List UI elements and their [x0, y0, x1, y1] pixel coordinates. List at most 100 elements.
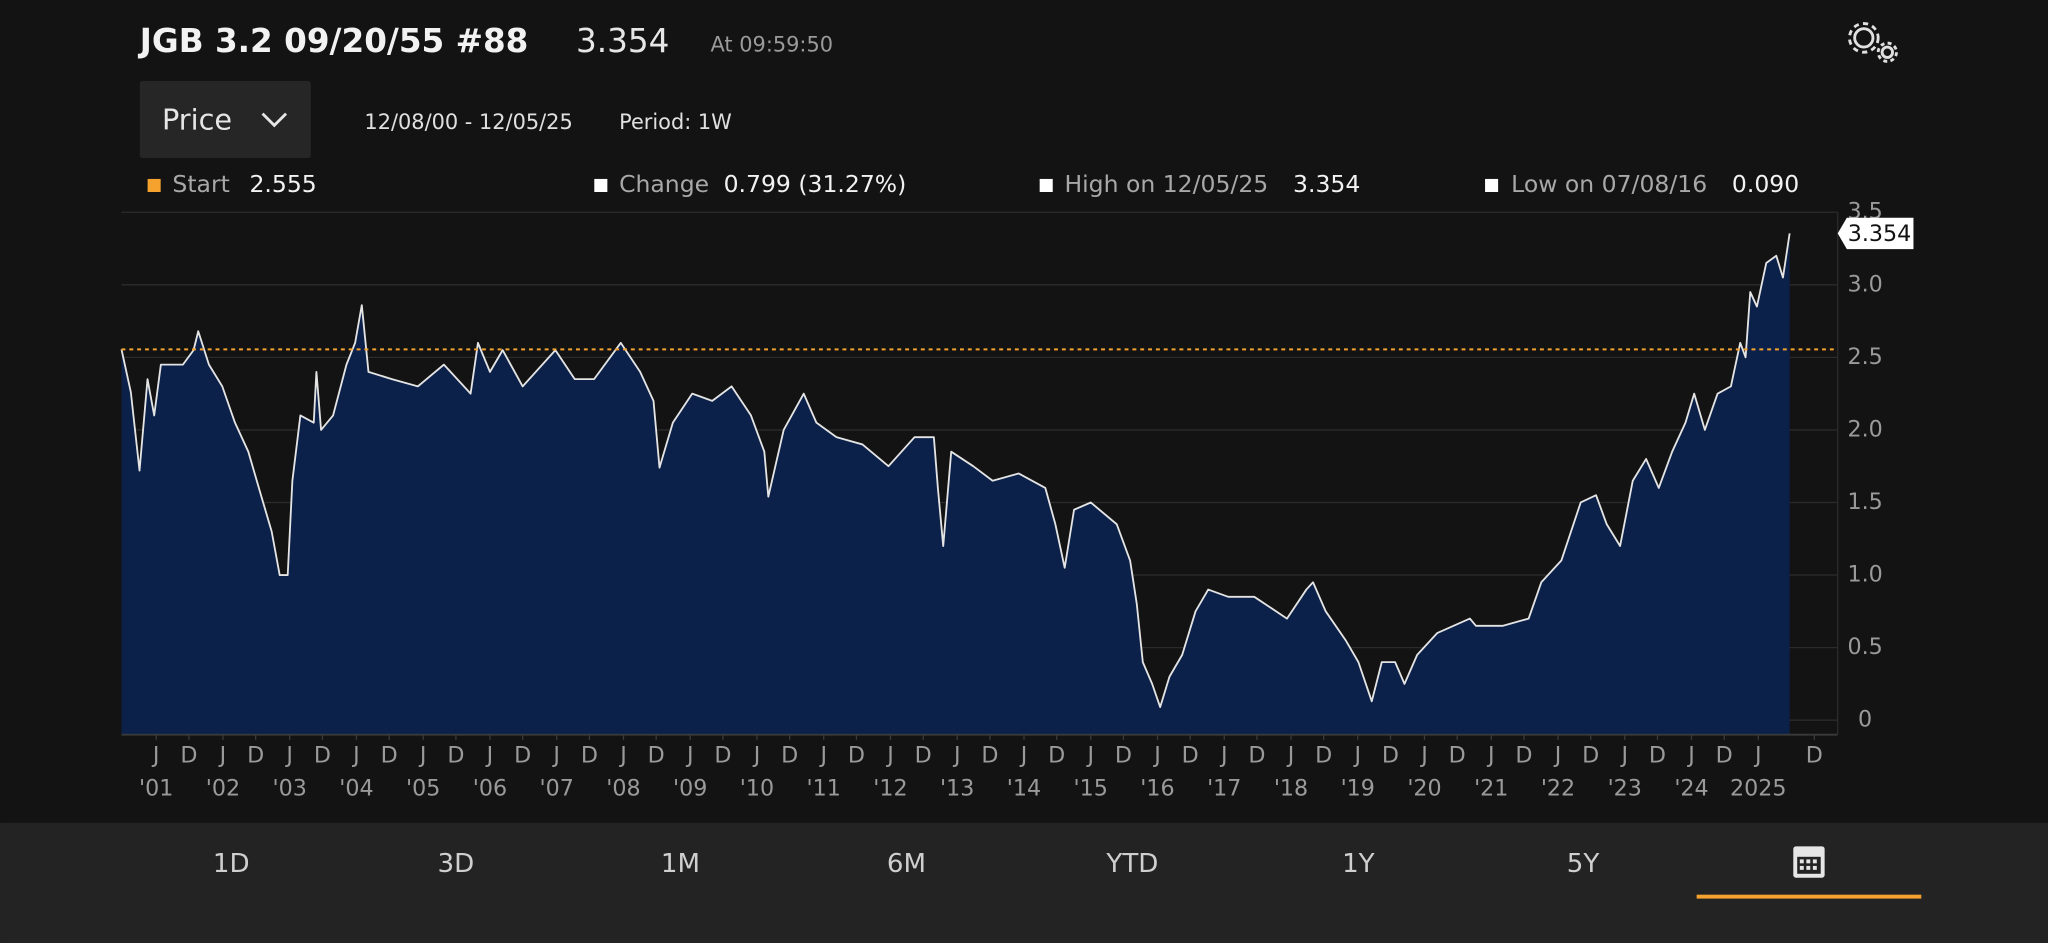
calendar-button[interactable]	[1696, 846, 1922, 899]
bottom-bar	[0, 822, 2048, 943]
last-price-tag	[1837, 217, 1914, 250]
x-tick-label: J	[284, 743, 293, 769]
range-button[interactable]: 1Y	[1342, 849, 1375, 879]
x-year-label: '08	[606, 775, 640, 801]
range-button[interactable]: 5Y	[1567, 849, 1600, 879]
x-year-label: '03	[273, 775, 307, 801]
legend-swatch	[594, 178, 608, 192]
x-year-label: '22	[1541, 775, 1575, 801]
x-year-label: '23	[1608, 775, 1642, 801]
y-tick-label: 2.0	[1847, 416, 1882, 442]
range-button[interactable]: 6M	[887, 849, 926, 879]
x-year-label: '14	[1007, 775, 1041, 801]
dropdown-label: Price	[162, 102, 232, 136]
x-year-label: '11	[807, 775, 841, 801]
x-tick-label: J	[1486, 743, 1495, 769]
range-button[interactable]: 3D	[437, 849, 474, 879]
x-tick-label: D	[447, 743, 464, 769]
x-year-label: '01	[139, 775, 173, 801]
x-year-label: '02	[206, 775, 240, 801]
x-tick-label: D	[714, 743, 731, 769]
settings-icon[interactable]	[1848, 22, 1898, 63]
x-tick-label: J	[151, 743, 160, 769]
x-tick-label: D	[1315, 743, 1332, 769]
x-tick-label: J	[752, 743, 761, 769]
period: Period: 1W	[619, 110, 732, 134]
x-year-label: '16	[1140, 775, 1174, 801]
legend-value: 0.799 (31.27%)	[724, 170, 907, 198]
x-tick-label: D	[381, 743, 398, 769]
x-tick-label: J	[685, 743, 694, 769]
range-button[interactable]: 1D	[213, 849, 250, 879]
legend-swatch	[147, 178, 161, 192]
y-tick-label: 3.0	[1847, 271, 1882, 297]
x-tick-label: D	[514, 743, 531, 769]
x-tick-label: D	[781, 743, 798, 769]
range-button[interactable]: 1M	[661, 849, 700, 879]
legend-label: Change	[619, 170, 709, 198]
x-tick-label: J	[1152, 743, 1161, 769]
x-tick-label: J	[551, 743, 560, 769]
x-year-label: '13	[940, 775, 974, 801]
x-tick-label: J	[1286, 743, 1295, 769]
x-tick-label: D	[1115, 743, 1132, 769]
x-tick-label: D	[180, 743, 197, 769]
x-tick-label: J	[218, 743, 227, 769]
x-year-label: '04	[339, 775, 373, 801]
legend-swatch	[1039, 178, 1053, 192]
chevron	[261, 112, 288, 128]
legend-label: High on 12/05/25	[1064, 170, 1268, 198]
x-year-label: '09	[673, 775, 707, 801]
x-year-label: '06	[473, 775, 507, 801]
x-tick-label: J	[952, 743, 961, 769]
x-year-label: '12	[873, 775, 907, 801]
x-year-label: '24	[1674, 775, 1708, 801]
x-tick-label: J	[1619, 743, 1628, 769]
legend-label: Start	[172, 170, 229, 198]
x-year-label: '07	[540, 775, 574, 801]
legend-value: 3.354	[1293, 170, 1360, 198]
last-price-label: 3.354	[1848, 221, 1912, 247]
y-tick-label: 1.5	[1847, 489, 1882, 515]
x-tick-label: D	[848, 743, 865, 769]
x-tick-label: D	[581, 743, 598, 769]
instrument-title: JGB 3.2 09/20/55 #88	[138, 22, 529, 60]
x-tick-label: D	[1582, 743, 1599, 769]
range-button[interactable]: YTD	[1105, 849, 1158, 879]
x-tick-label: J	[1352, 743, 1361, 769]
x-year-label: '21	[1474, 775, 1508, 801]
x-tick-label: J	[418, 743, 427, 769]
price-line	[120, 233, 1791, 709]
x-tick-label: D	[1515, 743, 1532, 769]
y-tick-label: 2.5	[1847, 344, 1882, 370]
x-tick-label: J	[1219, 743, 1228, 769]
x-year-label: 2025	[1730, 775, 1786, 801]
x-tick-label: J	[1753, 743, 1762, 769]
x-tick-label: D	[915, 743, 932, 769]
x-year-label: '18	[1274, 775, 1308, 801]
x-tick-label: D	[1806, 743, 1823, 769]
x-tick-label: D	[1649, 743, 1666, 769]
price-dropdown[interactable]: Price	[139, 80, 311, 159]
active-underline	[1696, 894, 1922, 899]
area	[121, 233, 1790, 735]
x-tick-label: J	[1686, 743, 1695, 769]
x-year-label: '10	[740, 775, 774, 801]
timestamp: At 09:59:50	[711, 33, 833, 57]
legend-value: 0.090	[1732, 170, 1799, 198]
x-year-label: '20	[1407, 775, 1441, 801]
x-tick-label: D	[1248, 743, 1265, 769]
y-tick-label: 0.5	[1847, 634, 1882, 660]
x-tick-label: J	[885, 743, 894, 769]
x-year-label: '17	[1207, 775, 1241, 801]
x-tick-label: D	[314, 743, 331, 769]
date-range: 12/08/00 - 12/05/25	[364, 110, 572, 134]
x-tick-label: D	[1382, 743, 1399, 769]
legend-label: Low on 07/08/16	[1511, 170, 1707, 198]
x-year-label: '19	[1341, 775, 1375, 801]
legend-swatch	[1485, 178, 1499, 192]
x-tick-label: J	[1553, 743, 1562, 769]
x-tick-label: D	[981, 743, 998, 769]
